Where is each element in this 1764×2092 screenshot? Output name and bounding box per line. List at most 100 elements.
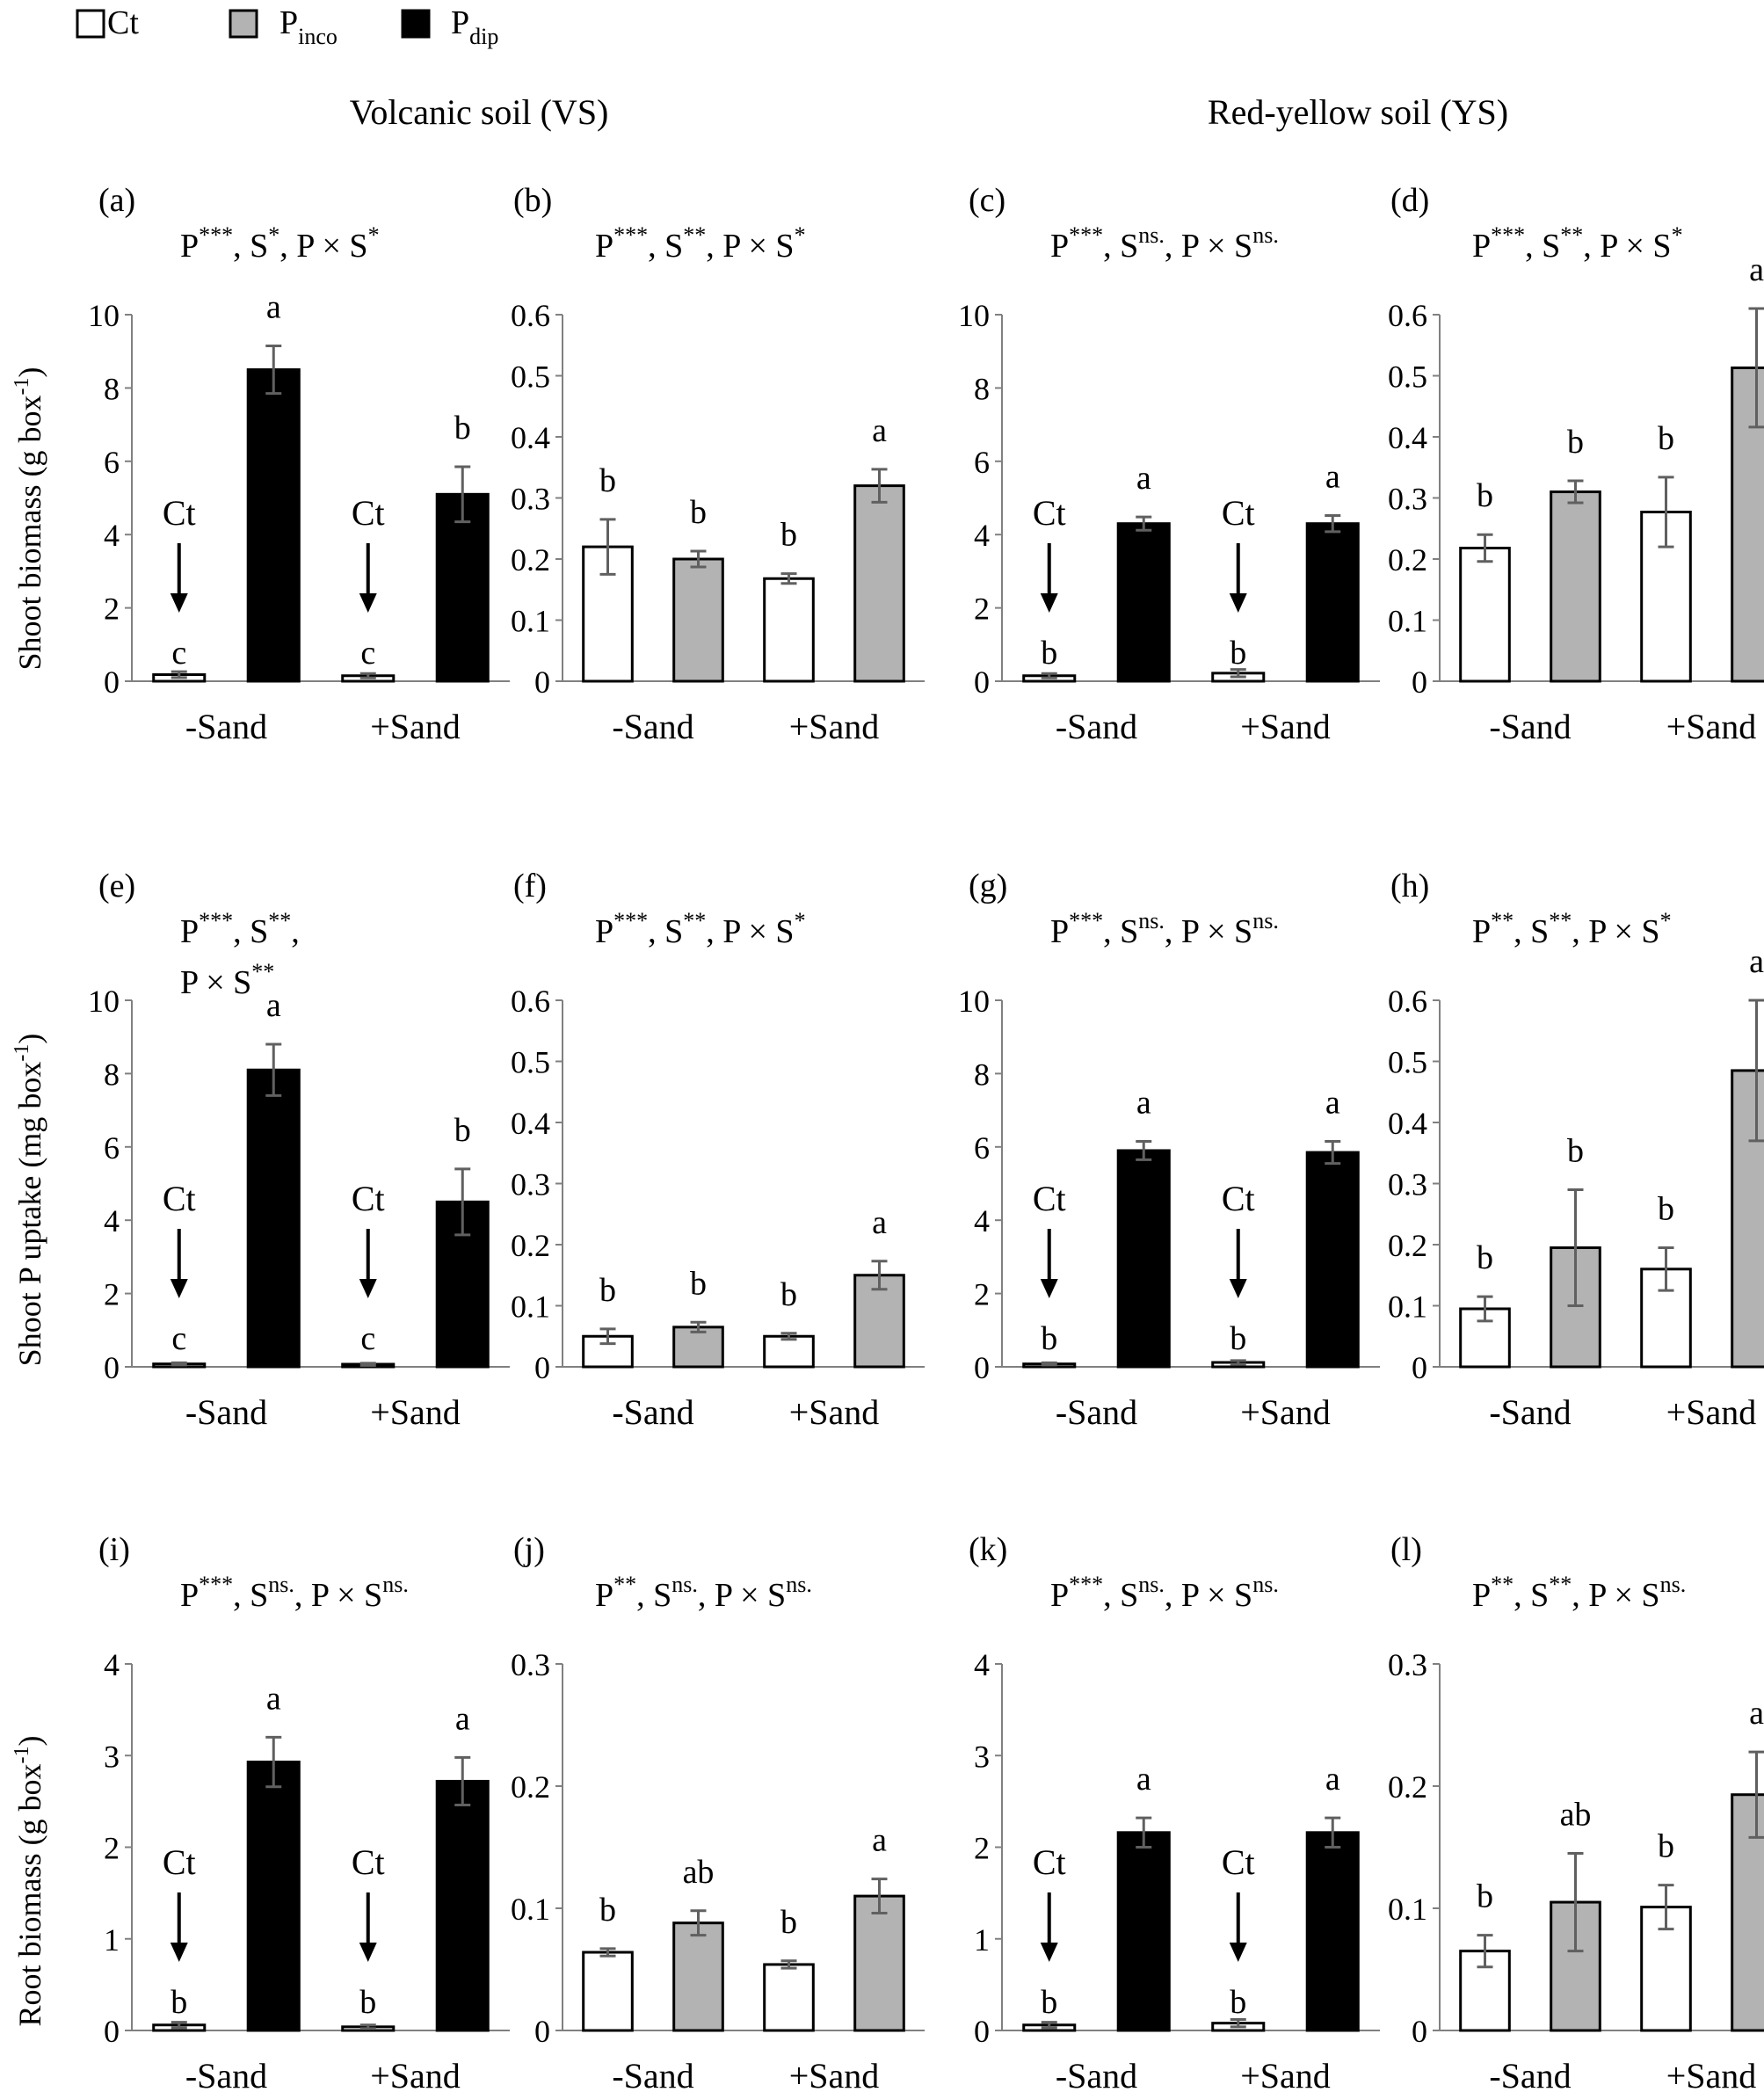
- stats-superscript: ***: [199, 908, 233, 933]
- ct-annotation: Ct: [163, 1179, 196, 1218]
- y-tick-label: 0.2: [1388, 1769, 1427, 1805]
- header-volcanic-soil: Volcanic soil (VS): [350, 92, 609, 132]
- bar-Ct: [582, 1950, 634, 2032]
- significance-letter: b: [1230, 635, 1246, 672]
- y-tick-label: 0.2: [1388, 1228, 1427, 1263]
- panel-a: (a)P***​, S*​, P × S*​0246810cCtacCtb-Sa…: [88, 182, 510, 746]
- row-label-text: Root biomass (g box: [12, 1763, 47, 2026]
- stats-text: P: [1050, 913, 1069, 950]
- significance-letter: ab: [683, 1854, 715, 1891]
- header-red-yellow-soil: Red-yellow soil (YS): [1208, 92, 1508, 132]
- y-tick-label: 0.3: [511, 482, 550, 517]
- significance-letter: b: [171, 1984, 187, 2021]
- significance-letter: c: [171, 1320, 186, 1357]
- y-tick-label: 6: [104, 1130, 120, 1166]
- stats-line: P***​, Sns.​, P × Sns.​: [1050, 908, 1279, 950]
- y-tick-label: 0.3: [1388, 1647, 1427, 1682]
- category-label: +Sand: [1240, 1392, 1331, 1432]
- stats-superscript: **: [1491, 1572, 1514, 1597]
- category-label: +Sand: [370, 707, 461, 746]
- panel-j: (j) P**​, Sns.​, P × Sns.​ 0 0.1 0.2 0.3 b ab b a…: [511, 1531, 925, 2092]
- significance-letter: b: [1041, 1984, 1057, 2021]
- y-tick-label: 1: [974, 1922, 990, 1958]
- y-tick-label: 0.1: [511, 1892, 550, 1927]
- stats-text: , P × S: [1572, 913, 1659, 950]
- category-label: -Sand: [1056, 1392, 1137, 1432]
- y-tick-label: 0.2: [511, 542, 550, 577]
- category-label: +Sand: [1666, 1392, 1757, 1432]
- stats-line: P***​, S**​,: [180, 908, 300, 950]
- row-labels: Shoot biomass (g box-1)Shoot P uptake (m…: [11, 367, 47, 2026]
- y-tick-label: 2: [974, 592, 990, 627]
- significance-letter: a: [1749, 251, 1764, 288]
- category-label: -Sand: [185, 1392, 267, 1432]
- y-tick-label: 3: [974, 1739, 990, 1774]
- ct-annotation: Ct: [1033, 1179, 1066, 1218]
- stats-superscript: **: [683, 222, 706, 248]
- significance-letter: c: [171, 635, 186, 672]
- significance-letter: a: [266, 1680, 281, 1717]
- y-tick-label: 0.3: [511, 1647, 550, 1682]
- panel-i: (i) P***​, Sns.​, P × Sns.​ 0 1 2 3 4 b Ct a b Ct a -…: [98, 1531, 510, 2092]
- stats-text: , S: [636, 1577, 671, 1614]
- ct-annotation: Ct: [1222, 1842, 1255, 1882]
- panel-label: (j): [513, 1531, 545, 1568]
- y-tick-label: 0.3: [1388, 482, 1427, 517]
- row-label-text: Shoot P uptake (mg box: [12, 1062, 47, 1367]
- ct-arrow-head: [170, 1943, 188, 1962]
- category-label: +Sand: [789, 1392, 880, 1432]
- significance-letter: a: [1749, 943, 1764, 980]
- stats-superscript: **: [1549, 908, 1572, 933]
- ct-annotation: Ct: [163, 493, 196, 533]
- significance-letter: b: [599, 1272, 616, 1309]
- panel-l: (l) P**​, S**​, P × Sns.​ 0 0.1 0.2 0.3 b ab b a -…: [1388, 1531, 1764, 2092]
- category-label: -Sand: [1056, 2056, 1137, 2092]
- ct-arrow-head: [1040, 593, 1058, 613]
- stats-superscript: ns.: [671, 1572, 698, 1597]
- category-label: -Sand: [1056, 707, 1137, 746]
- stats-line: P***​, S**​, P × S*​: [595, 908, 806, 950]
- y-tick-label: 0.3: [511, 1167, 550, 1202]
- significance-letter: b: [780, 1904, 797, 1941]
- y-tick-label: 0.4: [511, 420, 550, 455]
- y-tick-label: 0.6: [1388, 984, 1427, 1019]
- category-label: -Sand: [612, 1392, 693, 1432]
- stats-text: , P × S: [706, 913, 794, 950]
- category-label: +Sand: [1666, 2056, 1757, 2092]
- row-label-superscript: -1: [11, 1044, 33, 1062]
- stats-superscript: ns.: [1252, 1572, 1279, 1597]
- y-tick-label: 0.1: [1388, 604, 1427, 639]
- y-tick-label: 0.5: [1388, 1045, 1427, 1080]
- significance-letter: b: [1567, 424, 1584, 461]
- bar-Pinco: [853, 1894, 905, 2032]
- panel-label: (a): [98, 182, 135, 219]
- panels: (a)P***​, S*​, P × S*​0246810cCtacCtb-Sa…: [88, 182, 1764, 2092]
- ct-arrow-head: [1040, 1943, 1058, 1962]
- bar-Pdip: [246, 1761, 301, 2032]
- stats-text: , S: [648, 913, 683, 950]
- ct-arrow-head: [170, 1279, 188, 1298]
- stats-text: , P × S: [279, 228, 367, 265]
- category-label: -Sand: [185, 707, 267, 746]
- stats-text: , P × S: [706, 228, 794, 265]
- y-tick-label: 0.1: [511, 1289, 550, 1325]
- ct-annotation: Ct: [1222, 1179, 1255, 1218]
- stats-text: , P × S: [1165, 1577, 1252, 1614]
- significance-letter: b: [1658, 1190, 1674, 1227]
- panel-b: (b)P***​, S**​, P × S*​00.10.20.30.40.50…: [511, 182, 925, 746]
- ct-arrow-head: [359, 1279, 377, 1298]
- y-tick-label: 6: [974, 445, 990, 480]
- ct-arrow-head: [170, 593, 188, 613]
- stats-superscript: ns.: [786, 1572, 812, 1597]
- significance-letter: b: [690, 494, 707, 531]
- stats-text: , S: [233, 1577, 268, 1614]
- significance-letter: b: [454, 1112, 471, 1149]
- ct-annotation: Ct: [1033, 493, 1066, 533]
- y-tick-label: 0.4: [1388, 420, 1427, 455]
- category-label: +Sand: [1240, 707, 1331, 746]
- bar-Pinco: [1731, 1069, 1764, 1369]
- stats-superscript: ns.: [1252, 222, 1279, 248]
- stats-text: , P × S: [1165, 228, 1252, 265]
- y-tick-label: 2: [974, 1277, 990, 1312]
- stats-line: P***​, S*​, P × S*​: [180, 222, 380, 265]
